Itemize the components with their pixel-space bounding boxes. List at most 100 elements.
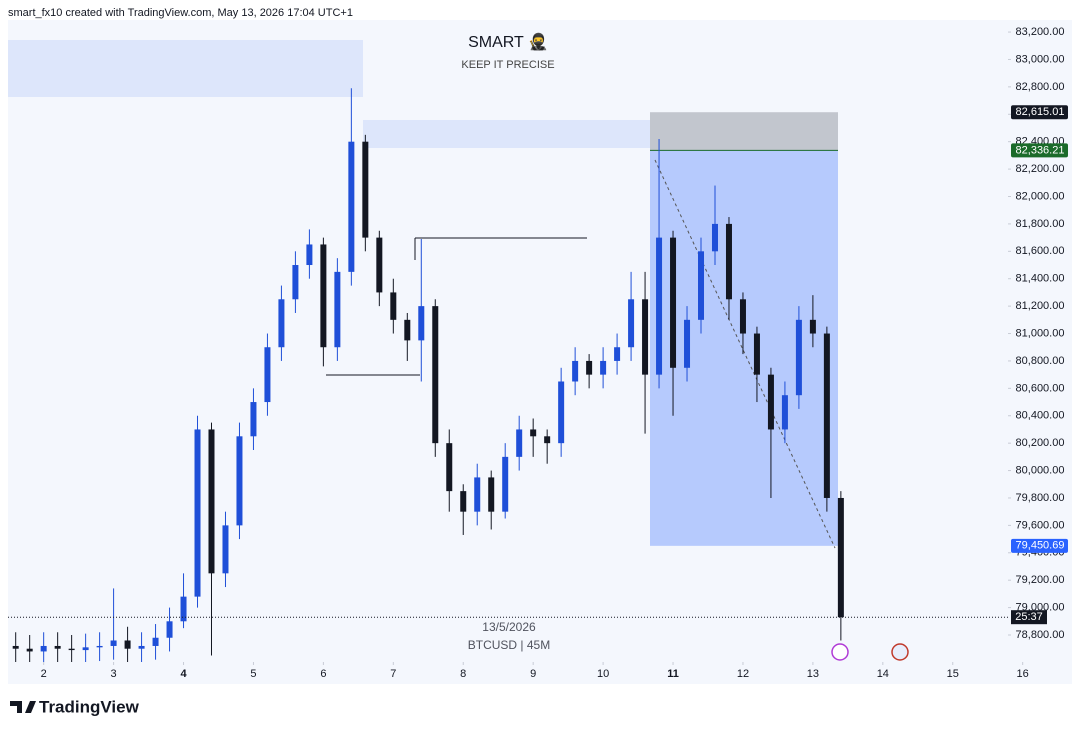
zone <box>363 120 650 148</box>
candle-body <box>320 244 327 348</box>
event-icon[interactable] <box>831 643 849 661</box>
candle-body <box>586 360 593 375</box>
candle-body <box>26 648 33 652</box>
candle-body <box>82 647 89 651</box>
x-tick-label: 12 <box>737 668 749 680</box>
price-label: 82,615.01 <box>1016 106 1065 118</box>
y-tick-label: 81,600.00 <box>1016 245 1065 257</box>
candle-body <box>236 436 243 526</box>
candle-body <box>544 436 551 444</box>
candle-body <box>460 491 467 512</box>
y-tick-label: 80,000.00 <box>1016 464 1065 476</box>
x-tick-label: 3 <box>111 668 117 680</box>
x-tick-label: 4 <box>180 668 187 680</box>
candle-body <box>488 477 495 512</box>
x-tick-label: 10 <box>597 668 609 680</box>
candle-body <box>781 395 788 430</box>
candle-body <box>558 381 565 444</box>
y-tick-label: 83,000.00 <box>1016 53 1065 65</box>
price-label-box <box>1011 538 1068 553</box>
candle-body <box>795 319 802 396</box>
candle-body <box>124 640 131 649</box>
logo-mark <box>10 701 36 713</box>
x-tick-label: 2 <box>41 668 47 680</box>
chart-title: SMART 🥷 <box>468 32 548 51</box>
chart-subtitle: KEEP IT PRECISE <box>461 59 554 71</box>
candle-body <box>516 429 523 457</box>
candle-body <box>166 621 173 638</box>
y-tick-label: 78,800.00 <box>1016 629 1065 641</box>
candle-body <box>809 319 816 334</box>
y-tick-label: 79,600.00 <box>1016 519 1065 531</box>
x-tick-label: 11 <box>667 668 679 680</box>
candle-body <box>138 645 145 649</box>
header-credit: smart_fx10 created with TradingView.com,… <box>8 7 353 19</box>
y-tick-label: 81,000.00 <box>1016 327 1065 339</box>
candle-body <box>670 237 677 368</box>
x-tick-label: 5 <box>250 668 256 680</box>
candle-body <box>264 347 271 403</box>
candle-body <box>208 429 215 574</box>
brand-name: TradingView <box>39 697 140 716</box>
candle-body <box>418 306 425 341</box>
candle-body <box>278 299 285 348</box>
candle-body <box>711 223 718 252</box>
event-icon[interactable] <box>891 643 909 661</box>
candle-body <box>40 645 47 652</box>
candle-body <box>628 299 635 348</box>
candle-body <box>306 244 313 266</box>
candle-body <box>614 347 621 361</box>
price-label-box <box>1011 143 1068 158</box>
price-label-box <box>1011 105 1068 120</box>
candle-body <box>767 374 774 430</box>
candle-body <box>600 360 607 375</box>
candle-body <box>222 525 229 574</box>
stop-zone <box>650 112 838 151</box>
x-tick-label: 16 <box>1017 668 1029 680</box>
candle-body <box>194 429 201 597</box>
x-tick-label: 15 <box>947 668 959 680</box>
candle-body <box>12 645 19 649</box>
x-tick-label: 13 <box>807 668 819 680</box>
candle-body <box>474 477 481 512</box>
candle-body <box>656 237 663 375</box>
candle-body <box>642 299 649 375</box>
countdown-box <box>1011 610 1047 625</box>
candle-body <box>110 640 117 646</box>
watermark-symbol: BTCUSD | 45M <box>468 638 550 652</box>
y-tick-label: 83,200.00 <box>1016 26 1065 38</box>
candle-body <box>432 306 439 444</box>
candle-body <box>572 360 579 382</box>
y-tick-label: 80,800.00 <box>1016 355 1065 367</box>
candle-body <box>362 141 369 238</box>
y-tick-label: 80,200.00 <box>1016 437 1065 449</box>
price-label: 82,336.21 <box>1016 144 1065 156</box>
y-tick-label: 81,800.00 <box>1016 218 1065 230</box>
candle-body <box>739 299 746 334</box>
candle-body <box>502 456 509 512</box>
x-tick-label: 8 <box>460 668 466 680</box>
y-tick-label: 82,200.00 <box>1016 163 1065 175</box>
chart-background <box>8 20 1072 684</box>
candle-body <box>725 223 732 300</box>
watermark-date: 13/5/2026 <box>482 620 536 634</box>
candle-body <box>334 271 341 348</box>
candle-body <box>823 333 830 498</box>
candle-body <box>96 645 103 648</box>
candle-body <box>68 648 75 651</box>
candle-body <box>292 265 299 300</box>
candle-body <box>530 429 537 437</box>
x-tick-label: 7 <box>390 668 396 680</box>
candle-body <box>348 141 355 272</box>
y-tick-label: 82,000.00 <box>1016 190 1065 202</box>
countdown-label: 25:37 <box>1015 611 1043 623</box>
x-tick-label: 14 <box>877 668 889 680</box>
y-tick-label: 79,200.00 <box>1016 574 1065 586</box>
candle-body <box>698 251 705 320</box>
candle-body <box>446 443 453 492</box>
y-tick-label: 80,400.00 <box>1016 410 1065 422</box>
candle-body <box>404 319 411 341</box>
y-tick-label: 81,200.00 <box>1016 300 1065 312</box>
y-tick-label: 79,800.00 <box>1016 492 1065 504</box>
